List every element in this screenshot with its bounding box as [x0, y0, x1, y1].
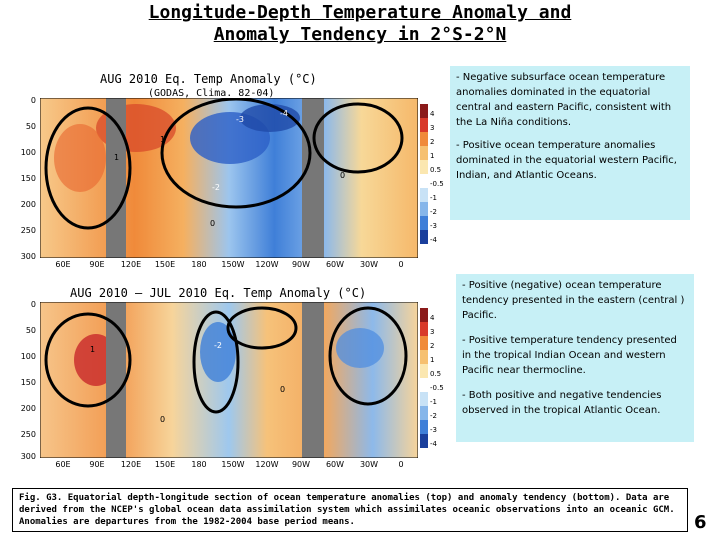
bottom-circle-central-pacific — [192, 310, 240, 414]
bottom-cold-core — [200, 322, 236, 382]
bottom-y-tick: 150 — [20, 378, 36, 387]
bottom-x-tick: 150W — [221, 460, 245, 469]
top-cbar-label: -2 — [430, 208, 437, 216]
top-cbar-label: 4 — [430, 110, 435, 118]
bottom-cbar-label: -4 — [430, 440, 437, 448]
top-x-tick: 90E — [89, 260, 105, 269]
top-panel-plot: 1 1 -3 -4 -2 0 0 — [40, 98, 418, 258]
bottom-cbar-label: -3 — [430, 426, 437, 434]
top-x-tick: 0 — [398, 260, 404, 269]
top-y-tick: 300 — [20, 252, 36, 261]
top-cbar-label: -0.5 — [430, 180, 444, 188]
bottom-x-tick: 60E — [55, 460, 71, 469]
title-line-2: Anomaly Tendency in 2°S-2°N — [213, 24, 507, 45]
top-contour-label: 0 — [340, 171, 345, 180]
top-contour-label: 1 — [160, 135, 165, 144]
top-x-tick: 150W — [221, 260, 245, 269]
title-line-1: Longitude-Depth Temperature Anomaly and — [148, 2, 572, 23]
top-x-tick: 30W — [359, 260, 379, 269]
top-contour-label: -4 — [280, 109, 288, 118]
top-contour-label: -3 — [236, 115, 244, 124]
bottom-x-tick: 120W — [255, 460, 279, 469]
bottom-cbar-label: 3 — [430, 328, 435, 336]
note-bottom-item: - Positive temperature tendency presente… — [462, 335, 677, 376]
top-cbar-label: -1 — [430, 194, 437, 202]
top-y-tick: 100 — [20, 148, 36, 157]
top-x-tick: 60E — [55, 260, 71, 269]
bottom-x-tick: 30W — [359, 460, 379, 469]
top-circle-indian — [44, 106, 132, 230]
top-x-tick: 120W — [255, 260, 279, 269]
top-panel-subtitle: (GODAS, Clima. 82-04) — [148, 88, 275, 99]
top-circle-atlantic — [312, 102, 404, 174]
note-box-top: - Negative subsurface ocean temperature … — [450, 66, 690, 220]
bottom-y-tick: 250 — [20, 430, 36, 439]
bottom-cbar-label: -1 — [430, 398, 437, 406]
top-y-tick: 150 — [20, 174, 36, 183]
bottom-y-tick: 100 — [20, 352, 36, 361]
bottom-contour-label: 0 — [280, 385, 285, 394]
top-cbar-label: 0.5 — [430, 166, 442, 174]
top-colorbar — [420, 104, 428, 244]
top-y-tick: 200 — [20, 200, 36, 209]
top-x-tick: 90W — [291, 260, 311, 269]
bottom-cbar-label: -2 — [430, 412, 437, 420]
top-x-tick: 180 — [191, 260, 207, 269]
bottom-panel-plot: -2 1 0 0 — [40, 302, 418, 458]
top-contour-label: 0 — [210, 219, 215, 228]
top-y-tick: 50 — [25, 122, 36, 131]
bottom-x-tick: 120E — [120, 460, 142, 469]
bottom-panel-title: AUG 2010 – JUL 2010 Eq. Temp Anomaly (°C… — [70, 286, 367, 300]
top-x-tick: 120E — [120, 260, 142, 269]
bottom-circle-atlantic — [328, 306, 408, 406]
bottom-x-tick: 180 — [191, 460, 207, 469]
note-top-item: - Negative subsurface ocean temperature … — [456, 72, 672, 128]
bottom-colorbar — [420, 308, 428, 448]
bottom-cbar-label: 1 — [430, 356, 435, 364]
bottom-contour-label: 0 — [160, 415, 165, 424]
top-cbar-label: 2 — [430, 138, 435, 146]
bottom-x-tick: 150E — [154, 460, 176, 469]
bottom-cbar-label: 4 — [430, 314, 435, 322]
bottom-y-tick: 300 — [20, 452, 36, 461]
bottom-y-tick: 0 — [30, 300, 36, 309]
top-indian-warm — [54, 124, 106, 192]
top-y-tick: 0 — [30, 96, 36, 105]
page-number: 6 — [694, 512, 707, 533]
top-x-tick: 150E — [154, 260, 176, 269]
bottom-y-tick: 50 — [25, 326, 36, 335]
top-y-tick: 250 — [20, 226, 36, 235]
bottom-atlantic-cold — [336, 328, 384, 368]
bottom-x-tick: 90W — [291, 460, 311, 469]
bottom-x-tick: 0 — [398, 460, 404, 469]
top-cbar-label: -4 — [430, 236, 437, 244]
bottom-land-mask-2 — [302, 302, 324, 458]
top-panel-title: AUG 2010 Eq. Temp Anomaly (°C) — [100, 72, 317, 86]
bottom-x-tick: 60W — [325, 460, 345, 469]
bottom-y-tick: 200 — [20, 404, 36, 413]
figure-caption: Fig. G3. Equatorial depth-longitude sect… — [12, 488, 688, 532]
top-cbar-label: 3 — [430, 124, 435, 132]
top-contour-label: -2 — [212, 183, 220, 192]
note-bottom-item: - Both positive and negative tendencies … — [462, 390, 662, 416]
slide-title: Longitude-Depth Temperature Anomaly and … — [0, 2, 720, 46]
bottom-contour-label: 1 — [90, 345, 95, 354]
bottom-contour-label: -2 — [214, 341, 222, 350]
top-contour-label: 1 — [114, 153, 119, 162]
top-x-tick: 60W — [325, 260, 345, 269]
bottom-circle-east-pacific — [226, 306, 298, 350]
bottom-land-mask-1 — [106, 302, 126, 458]
bottom-cbar-label: -0.5 — [430, 384, 444, 392]
top-cbar-label: 1 — [430, 152, 435, 160]
note-box-bottom: - Positive (negative) ocean temperature … — [456, 274, 694, 442]
note-bottom-item: - Positive (negative) ocean temperature … — [462, 280, 685, 321]
bottom-cbar-label: 2 — [430, 342, 435, 350]
note-top-item: - Positive ocean temperature anomalies d… — [456, 140, 677, 181]
bottom-circle-indian — [44, 312, 132, 408]
bottom-cbar-label: 0.5 — [430, 370, 442, 378]
bottom-x-tick: 90E — [89, 460, 105, 469]
top-circle-pacific — [160, 98, 312, 209]
top-cbar-label: -3 — [430, 222, 437, 230]
